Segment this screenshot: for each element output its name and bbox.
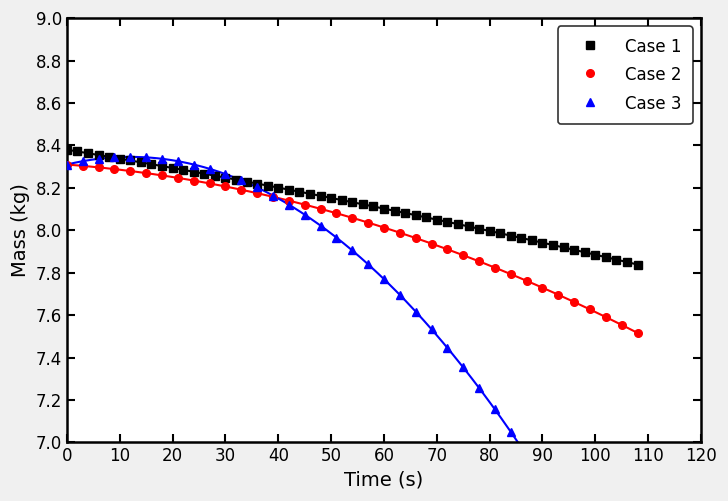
Case 2 <box>633 330 642 336</box>
Case 3 <box>348 247 357 254</box>
Case 1 <box>570 247 579 253</box>
Case 1 <box>274 184 282 190</box>
Case 3 <box>507 429 515 435</box>
Case 1 <box>63 147 71 153</box>
Case 3 <box>237 177 245 183</box>
Case 2 <box>348 215 357 221</box>
Case 1 <box>200 171 209 177</box>
Case 3 <box>285 201 293 207</box>
Case 2 <box>427 240 436 246</box>
Case 1 <box>633 262 642 268</box>
Case 2 <box>189 177 198 183</box>
Case 3 <box>459 364 467 370</box>
Case 3 <box>79 158 87 164</box>
Case 3 <box>126 154 135 160</box>
Case 2 <box>269 194 277 200</box>
Case 2 <box>126 168 135 174</box>
Case 3 <box>364 262 373 268</box>
Case 2 <box>94 164 103 170</box>
Case 2 <box>507 271 515 277</box>
Case 3 <box>142 154 151 160</box>
Case 3 <box>158 156 167 162</box>
Case 2 <box>110 166 119 172</box>
Case 2 <box>253 190 261 196</box>
Case 3 <box>411 309 420 315</box>
Line: Case 1: Case 1 <box>63 146 641 269</box>
Case 3 <box>395 292 404 298</box>
Case 2 <box>79 163 87 169</box>
Line: Case 2: Case 2 <box>63 161 641 337</box>
Case 1 <box>126 157 135 163</box>
Case 3 <box>301 211 309 217</box>
Line: Case 3: Case 3 <box>63 153 642 501</box>
Case 2 <box>63 161 71 167</box>
Case 2 <box>221 183 230 189</box>
Case 2 <box>443 246 452 253</box>
Y-axis label: Mass (kg): Mass (kg) <box>11 183 30 277</box>
Case 2 <box>364 219 373 225</box>
Case 3 <box>221 171 230 177</box>
Case 2 <box>316 206 325 212</box>
Case 2 <box>301 201 309 207</box>
Case 2 <box>554 292 563 298</box>
Case 3 <box>427 326 436 332</box>
X-axis label: Time (s): Time (s) <box>344 471 424 490</box>
Case 3 <box>316 222 325 228</box>
Case 3 <box>94 156 103 162</box>
Case 2 <box>617 322 626 328</box>
Case 3 <box>522 452 531 458</box>
Case 3 <box>110 154 119 160</box>
Case 2 <box>173 175 182 181</box>
Case 3 <box>332 234 341 240</box>
Case 2 <box>491 265 499 271</box>
Case 3 <box>173 158 182 164</box>
Case 2 <box>332 210 341 216</box>
Legend: Case 1, Case 2, Case 3: Case 1, Case 2, Case 3 <box>558 27 692 124</box>
Case 2 <box>395 229 404 235</box>
Case 2 <box>411 235 420 241</box>
Case 3 <box>475 385 483 391</box>
Case 2 <box>522 278 531 284</box>
Case 1 <box>622 259 631 265</box>
Case 1 <box>168 165 177 171</box>
Case 3 <box>269 192 277 198</box>
Case 3 <box>491 406 499 412</box>
Case 2 <box>475 259 483 265</box>
Case 2 <box>205 180 214 186</box>
Case 2 <box>158 172 167 178</box>
Case 3 <box>189 161 198 167</box>
Case 2 <box>285 197 293 203</box>
Case 2 <box>538 285 547 291</box>
Case 2 <box>570 299 579 305</box>
Case 3 <box>205 166 214 172</box>
Case 2 <box>142 170 151 176</box>
Case 2 <box>601 314 610 320</box>
Case 2 <box>586 307 595 313</box>
Case 2 <box>459 252 467 258</box>
Case 3 <box>63 161 71 167</box>
Case 2 <box>379 224 388 230</box>
Case 3 <box>253 184 261 190</box>
Case 3 <box>443 345 452 351</box>
Case 3 <box>538 476 547 482</box>
Case 3 <box>379 276 388 282</box>
Case 2 <box>237 187 245 193</box>
